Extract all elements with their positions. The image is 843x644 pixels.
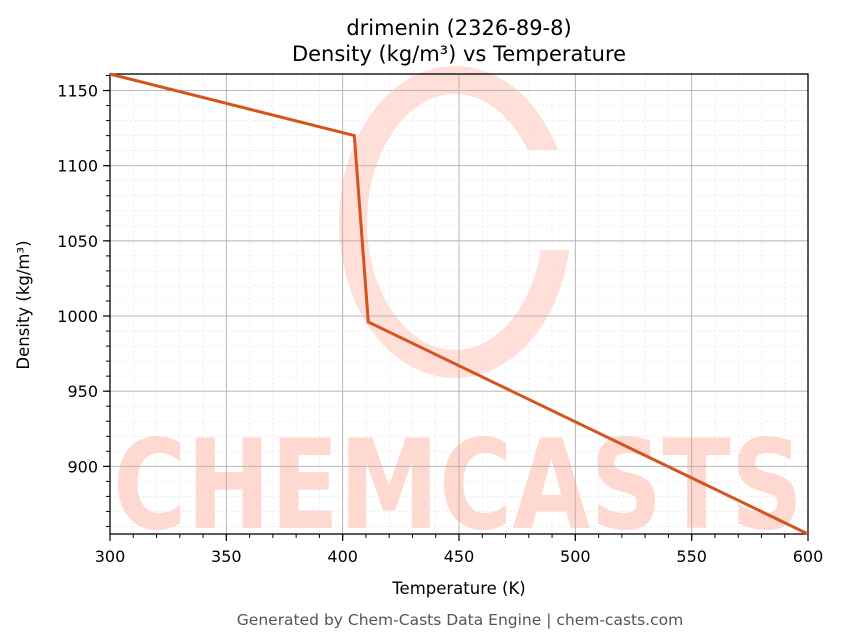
x-tick-label: 600 (793, 547, 824, 566)
x-tick-label: 550 (676, 547, 707, 566)
x-tick-labels: 300 350 400 450 500 550 600 (95, 547, 824, 566)
watermark-text: CHEMCASTS (113, 414, 803, 558)
y-tick-label: 1050 (57, 232, 98, 251)
y-tick-label: 1000 (57, 307, 98, 326)
x-tick-label: 400 (327, 547, 358, 566)
x-tick-label: 350 (211, 547, 242, 566)
y-axis-label: Density (kg/m³) (14, 240, 33, 369)
y-tick-label: 900 (67, 457, 98, 476)
axis-ticks (103, 75, 809, 541)
y-tick-label: 1150 (57, 82, 98, 101)
x-tick-label: 300 (95, 547, 126, 566)
y-tick-label: 950 (67, 382, 98, 401)
x-axis-label: Temperature (K) (391, 579, 525, 598)
chart-subtitle: Density (kg/m³) vs Temperature (292, 42, 626, 66)
watermark-logo: CHEMCASTS (113, 66, 803, 558)
y-tick-labels: 900 950 1000 1050 1100 1150 (57, 82, 98, 477)
y-tick-label: 1100 (57, 157, 98, 176)
chart-title: drimenin (2326-89-8) (346, 16, 571, 40)
footer-credit: Generated by Chem-Casts Data Engine | ch… (237, 611, 683, 629)
density-line (109, 72, 809, 536)
x-tick-label: 450 (444, 547, 475, 566)
x-tick-label: 500 (560, 547, 591, 566)
